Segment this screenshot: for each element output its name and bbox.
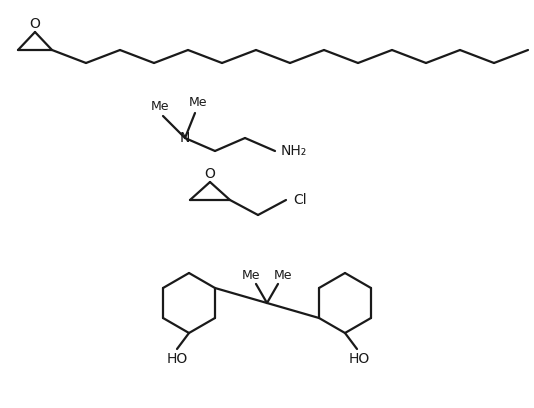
Text: Me: Me — [151, 100, 169, 113]
Text: Me: Me — [274, 269, 292, 282]
Text: HO: HO — [167, 352, 187, 366]
Text: O: O — [29, 17, 41, 31]
Text: HO: HO — [348, 352, 370, 366]
Text: Me: Me — [242, 269, 260, 282]
Text: NH₂: NH₂ — [281, 144, 307, 158]
Text: Me: Me — [189, 97, 207, 109]
Text: O: O — [205, 167, 215, 181]
Text: N: N — [180, 131, 190, 145]
Text: Cl: Cl — [293, 193, 307, 207]
